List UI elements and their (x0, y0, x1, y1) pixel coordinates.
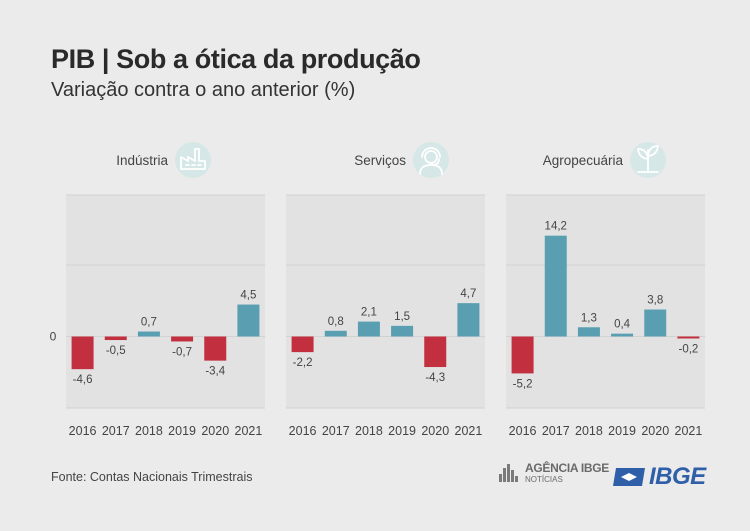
x-tick-label: 2018 (135, 424, 163, 438)
bar-2021 (677, 336, 700, 339)
x-tick-label: 2016 (69, 424, 97, 438)
bar-2016 (511, 336, 534, 374)
data-label: 1,5 (394, 311, 410, 323)
data-label: 1,3 (581, 312, 597, 324)
data-label: 3,8 (647, 295, 663, 307)
chart-title: PIB | Sob a ótica da produção (51, 44, 421, 74)
x-tick-label: 2017 (102, 424, 130, 438)
panel-background (66, 195, 265, 408)
panel-title: Agropecuária (543, 153, 624, 168)
data-label: -3,4 (205, 366, 225, 378)
x-tick-label: 2021 (675, 424, 703, 438)
panel-title: Indústria (116, 153, 168, 168)
factory-icon (175, 142, 211, 178)
agencia-name: AGÊNCIA IBGE (525, 461, 609, 475)
data-label: 4,7 (460, 288, 476, 300)
agencia-ibge-icon (499, 464, 518, 482)
x-tick-label: 2019 (168, 424, 196, 438)
plant-shape (637, 145, 659, 173)
headset-agent-icon (413, 142, 449, 178)
ibge-logo: IBGE (612, 465, 706, 489)
x-tick-label: 2018 (575, 424, 603, 438)
data-label: -4,3 (425, 372, 445, 384)
bar-2021 (237, 304, 260, 337)
x-tick-label: 2019 (608, 424, 636, 438)
factory-shape (180, 148, 206, 170)
bar-2020 (644, 309, 667, 337)
data-label: -0,5 (106, 345, 126, 357)
x-tick-label: 2018 (355, 424, 383, 438)
x-tick-label: 2019 (388, 424, 416, 438)
x-tick-label: 2017 (542, 424, 570, 438)
data-label: 0,4 (614, 319, 631, 331)
bar-2020 (424, 336, 447, 368)
x-tick-label: 2016 (509, 424, 537, 438)
x-tick-label: 2016 (289, 424, 317, 438)
x-tick-label: 2021 (235, 424, 263, 438)
x-tick-label: 2020 (201, 424, 229, 438)
panel-background (506, 195, 705, 408)
data-label: -5,2 (513, 378, 533, 390)
x-tick-label: 2020 (641, 424, 669, 438)
data-label: -0,2 (679, 344, 699, 356)
x-tick-label: 2021 (455, 424, 483, 438)
bar-2016 (291, 336, 314, 353)
panel-1: Indústria 0 -4,6 2016 -0,5 2017 0,7 2018 -0,7 201… (50, 142, 265, 438)
bar-2020 (204, 336, 227, 361)
chart-subtitle: Variação contra o ano anterior (%) (51, 79, 356, 101)
bar-2019 (391, 325, 414, 337)
zero-tick-label: 0 (50, 330, 57, 344)
agent-headset (419, 147, 443, 175)
bar-2018 (357, 321, 380, 337)
data-label: -2,2 (293, 357, 313, 369)
panel-title: Serviços (354, 153, 406, 168)
data-label: -4,6 (73, 374, 93, 386)
agencia-sub: NOTÍCIAS (525, 475, 563, 484)
x-tick-label: 2020 (421, 424, 449, 438)
bar-2017 (544, 235, 567, 337)
data-label: 0,8 (328, 316, 344, 328)
panel-2: Serviços -2,2 2016 0,8 2017 2,1 2018 1,5 2019 -4,… (286, 142, 485, 438)
panel-3: Agropecuária -5,2 2016 14,2 2017 1,3 2018 0,4 20… (506, 142, 705, 438)
ibge-wordmark: IBGE (649, 463, 706, 490)
agencia-ibge-logo: AGÊNCIA IBGE NOTÍCIAS (497, 462, 609, 484)
data-label: 4,5 (240, 290, 256, 302)
plant-icon (630, 142, 666, 178)
bar-2018 (577, 327, 600, 337)
bar-2017 (324, 330, 347, 337)
ibge-emblem-icon (613, 468, 645, 486)
x-tick-label: 2017 (322, 424, 350, 438)
bar-2019 (171, 336, 194, 342)
bar-2016 (71, 336, 94, 370)
data-label: 2,1 (361, 307, 377, 319)
bar-2017 (104, 336, 127, 341)
bar-2019 (611, 333, 634, 337)
bar-2021 (457, 303, 480, 337)
data-label: -0,7 (172, 346, 192, 358)
panel-background (286, 195, 485, 408)
data-label: 0,7 (141, 317, 157, 329)
source-note: Fonte: Contas Nacionais Trimestrais (51, 470, 253, 484)
bar-2018 (137, 331, 160, 337)
agent-head (424, 150, 438, 164)
data-label: 14,2 (545, 221, 567, 233)
